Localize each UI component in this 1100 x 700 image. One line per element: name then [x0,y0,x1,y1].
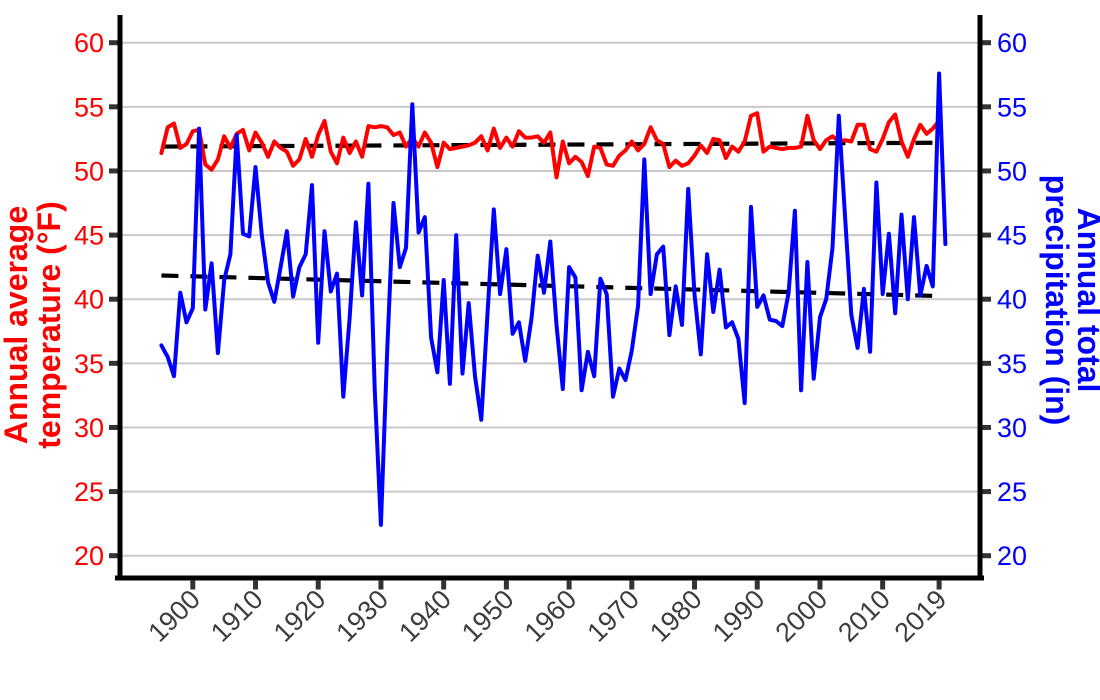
left-tick-label: 35 [74,349,104,379]
right-axis-title-line2: precipitation (in) [1039,175,1075,426]
x-tick-label: 1960 [519,584,583,648]
left-axis-title-line2: temperature (°F) [31,201,67,449]
x-tick-label: 1920 [268,584,332,648]
x-tick-labels-group: 1900 1910 1920 1930 1940 1950 1960 1970 1980 1990… [142,584,952,648]
gridlines-group [122,41,978,557]
left-tick-label: 45 [74,221,104,251]
right-axis-title-line1: Annual total [1071,208,1100,393]
right-tick-label: 45 [997,221,1027,251]
right-tick-label: 60 [997,28,1027,58]
x-tick-label: 1950 [456,584,520,648]
left-tick-label: 50 [74,156,104,186]
right-tick-label: 40 [997,285,1027,315]
left-tick-label: 60 [74,28,104,58]
left-tick-labels-group: 20 25 30 35 40 45 50 55 60 [74,28,104,571]
left-tick-label: 30 [74,413,104,443]
x-tick-label: 2019 [889,584,953,648]
left-axis-title-line1: Annual average [0,206,34,444]
right-tick-label: 30 [997,413,1027,443]
temperature-polyline [159,111,942,180]
axis-lines-group [115,15,984,581]
x-tick-label: 1970 [581,584,645,648]
left-tick-label: 25 [74,477,104,507]
x-tick-label: 1990 [707,584,771,648]
right-tick-label: 20 [997,541,1027,571]
x-tick-label: 1910 [205,584,269,648]
right-tick-labels-group: 20 25 30 35 40 45 50 55 60 [997,28,1027,571]
x-tick-label: 1940 [393,584,457,648]
data-series-group [159,71,948,527]
x-tick-label: 1980 [644,584,708,648]
left-tick-label: 55 [74,92,104,122]
x-tick-label: 1900 [142,584,206,648]
left-tick-label: 20 [74,541,104,571]
right-tick-label: 50 [997,156,1027,186]
x-tick-label: 1930 [330,584,394,648]
x-tick-label: 2000 [770,584,834,648]
tick-marks-group [109,40,991,590]
left-tick-label: 40 [74,285,104,315]
x-tick-label: 2010 [832,584,896,648]
right-tick-label: 55 [997,92,1027,122]
right-tick-label: 25 [997,477,1027,507]
precipitation-polyline [159,71,948,527]
right-tick-label: 35 [997,349,1027,379]
